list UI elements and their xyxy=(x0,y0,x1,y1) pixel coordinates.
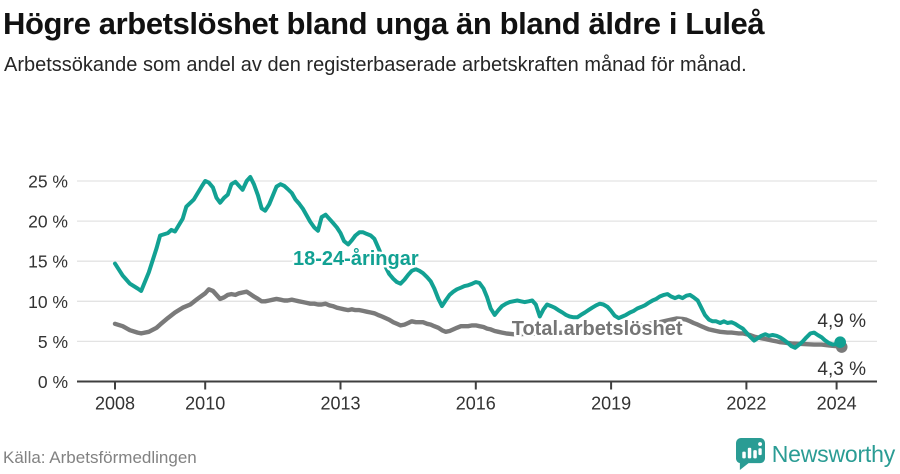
newsworthy-logo: Newsworthy xyxy=(735,438,895,470)
x-axis-label: 2016 xyxy=(456,394,496,414)
newsworthy-icon xyxy=(735,438,765,470)
endpoint-dot xyxy=(834,336,847,349)
series-line-total xyxy=(112,287,843,350)
y-axis-label: 10 % xyxy=(28,292,68,312)
line-chart-svg: 0 % 5 % 10 % 15 % 20 % 25 % 2008 2010 2013 2016 20… xyxy=(28,172,877,414)
page-title: Högre arbetslöshet bland unga än bland ä… xyxy=(3,6,765,41)
x-axis-label: 2008 xyxy=(95,394,135,414)
y-axis-label: 15 % xyxy=(28,252,68,272)
end-value-label: 4,9 % xyxy=(817,311,866,332)
series-line-youth xyxy=(113,175,843,350)
footer: Källa: Arbetsförmedlingen Newsworthy xyxy=(0,434,900,474)
x-axis-label: 2024 xyxy=(817,394,857,414)
chart-subtitle: Arbetssökande som andel av den registerb… xyxy=(4,53,747,76)
series-label: 18-24-åringar xyxy=(293,247,419,270)
series-label: Total arbetslöshet xyxy=(512,318,683,340)
x-axis-label: 2010 xyxy=(185,394,225,414)
y-axis-label: 5 % xyxy=(38,332,68,352)
newsworthy-wordmark: Newsworthy xyxy=(771,440,895,467)
end-value-label: 4,3 % xyxy=(817,359,866,380)
header: Högre arbetslöshet bland unga än bland ä… xyxy=(0,0,900,79)
chart-area: 0 % 5 % 10 % 15 % 20 % 25 % 2008 2010 2013 2016 20… xyxy=(0,140,900,425)
x-axis-label: 2019 xyxy=(591,394,631,414)
x-axis-label: 2013 xyxy=(320,394,360,414)
source-text: Källa: Arbetsförmedlingen xyxy=(3,448,197,467)
y-axis-label: 0 % xyxy=(38,372,68,392)
y-axis-label: 20 % xyxy=(28,212,68,232)
y-axis-label: 25 % xyxy=(28,172,68,192)
x-axis-label: 2022 xyxy=(726,394,766,414)
